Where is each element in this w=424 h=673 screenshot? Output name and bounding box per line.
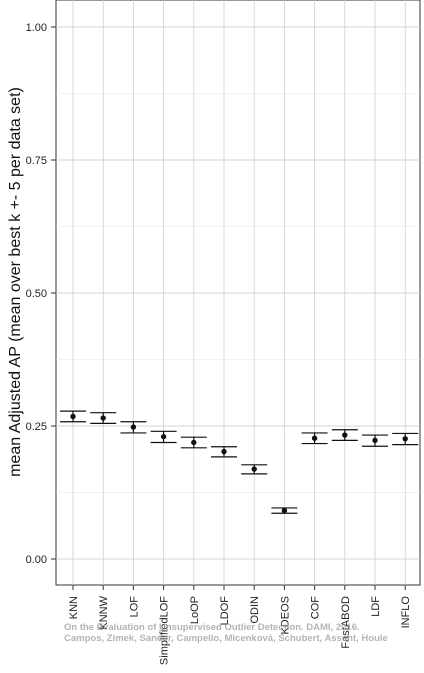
x-tick-label: LDOF [219,596,231,626]
grid [56,0,420,585]
watermark-line-1: On the Evaluation of Unsupervised Outlie… [64,622,360,633]
x-tick-label: LOF [128,596,140,618]
data-point [281,507,288,514]
y-tick-label: 1.00 [26,22,47,34]
x-tick-label: LoOP [189,596,201,624]
x-tick-label: INFLO [400,596,412,629]
data-point [251,466,257,472]
data-point [372,437,378,444]
x-tick-label: SimplifiedLOF [159,596,171,665]
data-point [402,436,408,442]
x-tick-label: LDF [370,596,382,617]
y-tick-label: 0.50 [26,288,47,300]
x-tick-label: KNNW [98,595,110,629]
marks [60,410,419,514]
data-point [342,432,348,438]
data-point [130,424,137,430]
data-point [70,413,76,420]
x-tick-label: FastABOD [340,596,352,649]
y-axis: 0.00 0.25 0.50 0.75 1.00 [26,22,56,566]
data-point [311,435,318,441]
data-point [160,433,167,440]
x-tick-label: ODIN [249,596,261,624]
y-tick-label: 0.75 [26,155,47,167]
plot-panel [55,0,421,586]
x-tick-label: COF [310,596,322,620]
x-tick-label: KDEOS [279,596,291,635]
data-point [191,439,197,446]
data-point [100,415,106,421]
y-tick-label: 0.25 [26,421,47,433]
data-point [221,448,227,455]
watermark-line-2: Campos, Zimek, Sander, Campello, Micenko… [64,633,388,644]
y-tick-label: 0.00 [26,554,47,566]
x-tick-label: KNN [68,596,80,619]
x-axis: KNN KNNW LOF SimplifiedLOF LoOP LDOF ODIN KDEOS… [68,585,412,665]
y-axis-title: mean Adjusted AP (mean over best k +- 5 … [7,87,24,477]
